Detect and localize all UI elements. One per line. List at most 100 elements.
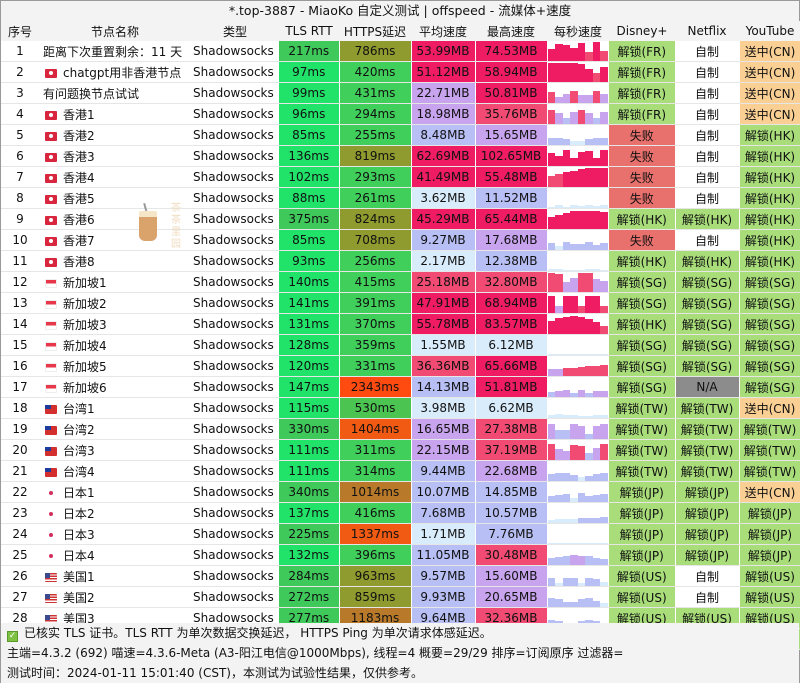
node-name: 日本4 [39, 544, 191, 566]
flag-hk-icon [45, 152, 57, 162]
row-index: 27 [1, 586, 39, 608]
table-row[interactable]: 26 美国1 Shadowsocks 284ms 963ms 9.57MB 15.60MB 解… [1, 565, 800, 587]
disney-status: 解锁(HK) [609, 313, 676, 335]
table-row[interactable]: 22 日本1 Shadowsocks 340ms 1014ms 10.07MB 14.85M… [1, 481, 800, 503]
node-name-label: 日本4 [63, 548, 95, 563]
flag-jp-icon [45, 551, 57, 561]
node-name-label: 新加坡5 [63, 359, 107, 374]
node-name-label: 台湾1 [63, 401, 95, 416]
tls-rtt-value: 102ms [279, 166, 340, 188]
per-second-sparkline [547, 439, 609, 461]
https-latency-value: 396ms [339, 544, 412, 566]
table-row[interactable]: 20 台湾3 Shadowsocks 111ms 311ms 22.15MB 37.19MB… [1, 439, 800, 461]
tls-rtt-value: 132ms [279, 544, 340, 566]
max-speed-value: 15.60MB [475, 565, 548, 587]
node-name-label: 美国1 [63, 569, 95, 584]
per-second-sparkline [547, 271, 609, 293]
row-index: 19 [1, 418, 39, 440]
youtube-status: 解锁(HK) [739, 208, 800, 230]
table-row[interactable]: 6 香港3 Shadowsocks 136ms 819ms 62.69MB 102.65MB… [1, 145, 800, 167]
per-second-sparkline [547, 586, 609, 608]
table-row[interactable]: 24 日本3 Shadowsocks 225ms 1337ms 1.71MB 7.76MB 解… [1, 523, 800, 545]
youtube-status: 解锁(TW) [739, 418, 800, 440]
header-disney: Disney+ [609, 21, 675, 41]
flag-hk-icon [45, 257, 57, 267]
max-speed-value: 68.94MB [475, 292, 548, 314]
youtube-status: 解锁(TW) [739, 460, 800, 482]
node-name-label: 有问题换节点试试 [43, 86, 140, 101]
https-latency-value: 1014ms [339, 481, 412, 503]
youtube-status: 送中(CN) [739, 103, 800, 125]
disney-status: 解锁(US) [609, 565, 676, 587]
node-type: Shadowsocks [191, 481, 279, 503]
table-row[interactable]: 27 美国2 Shadowsocks 272ms 859ms 9.93MB 20.65MB 解… [1, 586, 800, 608]
flag-hk-icon [45, 215, 57, 225]
disney-status: 解锁(SG) [609, 376, 676, 398]
table-row[interactable]: 23 日本2 Shadowsocks 137ms 416ms 7.68MB 10.57MB 解… [1, 502, 800, 524]
table-row[interactable]: 21 台湾4 Shadowsocks 111ms 314ms 9.44MB 22.68MB 解… [1, 460, 800, 482]
per-second-sparkline [547, 355, 609, 377]
netflix-status: 自制 [675, 82, 740, 104]
table-row[interactable]: 13 新加坡2 Shadowsocks 141ms 391ms 47.91MB 68.94M… [1, 292, 800, 314]
table-row[interactable]: 10 香港7 Shadowsocks 85ms 708ms 9.27MB 17.68MB 失败… [1, 229, 800, 251]
netflix-status: 解锁(JP) [675, 481, 740, 503]
row-index: 17 [1, 376, 39, 398]
table-row[interactable]: 8 香港5 Shadowsocks 88ms 261ms 3.62MB 11.52MB 失败自… [1, 187, 800, 209]
flag-tw-icon [45, 425, 57, 435]
node-name-label: 台湾2 [63, 422, 95, 437]
table-row[interactable]: 2 chatgpt用非香港节点 Shadowsocks 97ms 420ms 51.12M… [1, 61, 800, 83]
youtube-status: 解锁(US) [739, 586, 800, 608]
netflix-status: 自制 [675, 586, 740, 608]
node-type: Shadowsocks [191, 439, 279, 461]
table-row[interactable]: 3 有问题换节点试试 Shadowsocks 99ms 431ms 22.71MB 50.8… [1, 82, 800, 104]
youtube-status: 解锁(JP) [739, 523, 800, 545]
max-speed-value: 102.65MB [475, 145, 548, 167]
flag-jp-icon [45, 509, 57, 519]
table-row[interactable]: 19 台湾2 Shadowsocks 330ms 1404ms 16.65MB 27.38M… [1, 418, 800, 440]
tls-rtt-value: 217ms [279, 41, 340, 62]
netflix-status: 自制 [675, 187, 740, 209]
table-row[interactable]: 12 新加坡1 Shadowsocks 140ms 415ms 25.18MB 32.80M… [1, 271, 800, 293]
https-latency-value: 416ms [339, 502, 412, 524]
flag-hk-icon [45, 131, 57, 141]
avg-speed-value: 53.99MB [411, 41, 476, 62]
node-name: 台湾4 [39, 460, 191, 482]
table-row[interactable]: 5 香港2 Shadowsocks 85ms 255ms 8.48MB 15.65MB 失败自… [1, 124, 800, 146]
node-type: Shadowsocks [191, 334, 279, 356]
table-row[interactable]: 17 新加坡6 Shadowsocks 147ms 2343ms 14.13MB 51.81… [1, 376, 800, 398]
youtube-status: 送中(CN) [739, 481, 800, 503]
table-row[interactable]: 9 香港6 Shadowsocks 375ms 824ms 45.29MB 65.44MB 解… [1, 208, 800, 230]
tls-rtt-value: 141ms [279, 292, 340, 314]
tls-rtt-value: 284ms [279, 565, 340, 587]
table-row[interactable]: 7 香港4 Shadowsocks 102ms 293ms 41.49MB 55.48MB 失… [1, 166, 800, 188]
sparkline-chart [547, 503, 609, 523]
row-index: 12 [1, 271, 39, 293]
table-row[interactable]: 16 新加坡5 Shadowsocks 120ms 331ms 36.36MB 65.66M… [1, 355, 800, 377]
per-second-sparkline [547, 565, 609, 587]
table-row[interactable]: 25 日本4 Shadowsocks 132ms 396ms 11.05MB 30.48MB… [1, 544, 800, 566]
per-second-sparkline [547, 208, 609, 230]
table-row[interactable]: 15 新加坡4 Shadowsocks 128ms 359ms 1.55MB 6.12MB 解… [1, 334, 800, 356]
row-index: 10 [1, 229, 39, 251]
per-second-sparkline [547, 103, 609, 125]
table-row[interactable]: 1 距离下次重置剩余：11 天 Shadowsocks 217ms 786ms 53.99… [1, 41, 800, 62]
node-type: Shadowsocks [191, 460, 279, 482]
table-row[interactable]: 14 新加坡3 Shadowsocks 131ms 370ms 55.78MB 83.57M… [1, 313, 800, 335]
netflix-status: 解锁(HK) [675, 250, 740, 272]
node-name-label: 香港5 [63, 191, 95, 206]
node-name-label: 日本2 [63, 506, 95, 521]
flag-jp-icon [45, 530, 57, 540]
youtube-status: 解锁(SG) [739, 313, 800, 335]
disney-status: 解锁(SG) [609, 334, 676, 356]
row-index: 2 [1, 61, 39, 83]
table-row[interactable]: 11 香港8 Shadowsocks 93ms 256ms 2.17MB 12.38MB 解锁… [1, 250, 800, 272]
flag-sg-icon [45, 362, 57, 372]
max-speed-value: 10.57MB [475, 502, 548, 524]
header-index: 序号 [1, 21, 39, 41]
avg-speed-value: 45.29MB [411, 208, 476, 230]
youtube-status: 解锁(JP) [739, 544, 800, 566]
flag-hk-icon [45, 173, 57, 183]
table-row[interactable]: 4 香港1 Shadowsocks 96ms 294ms 18.98MB 35.76MB 解锁… [1, 103, 800, 125]
flag-us-icon [45, 572, 57, 582]
table-row[interactable]: 18 台湾1 Shadowsocks 115ms 530ms 3.98MB 6.62MB 解锁… [1, 397, 800, 419]
